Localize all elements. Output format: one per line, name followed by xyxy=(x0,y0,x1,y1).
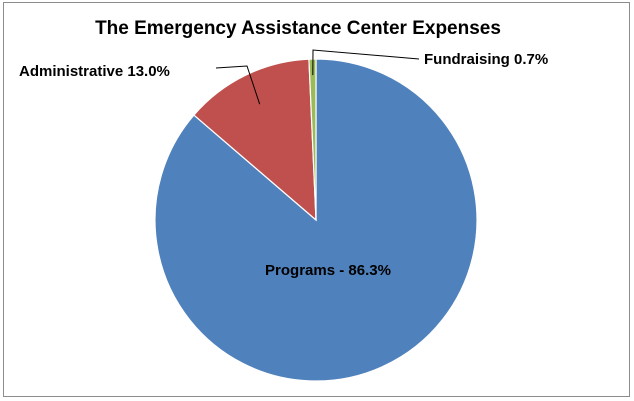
leader-lines xyxy=(215,49,420,105)
pie-slice-administrative xyxy=(193,58,317,222)
slice-label-administrative: Administrative 13.0% xyxy=(19,63,170,80)
slice-label-programs: Programs - 86.3% xyxy=(265,262,391,279)
pie-slices xyxy=(154,58,478,382)
leader-line-fundraising xyxy=(312,49,420,76)
leader-line-administrative xyxy=(215,65,261,105)
chart-title: The Emergency Assistance Center Expenses xyxy=(95,18,501,39)
slice-label-fundraising: Fundraising 0.7% xyxy=(424,51,548,68)
